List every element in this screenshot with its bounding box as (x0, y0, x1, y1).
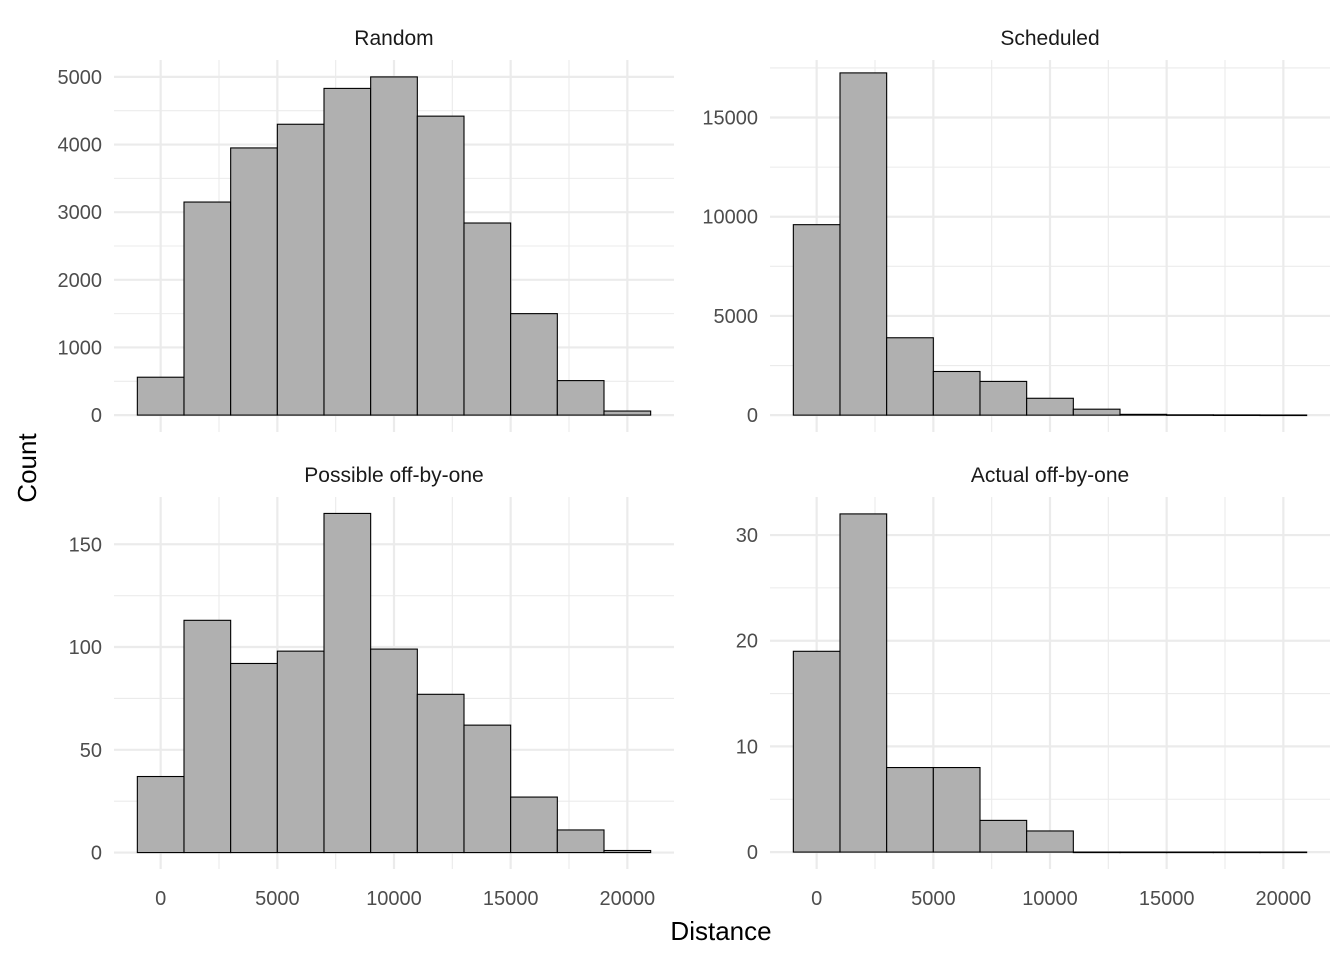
x-tick-label: 5000 (255, 888, 300, 910)
histogram-bar (1259, 414, 1308, 417)
histogram-bar (136, 775, 185, 854)
y-tick-label: 0 (91, 843, 102, 865)
histogram-bar (839, 72, 888, 416)
y-tick-label: 10000 (702, 207, 758, 229)
y-tick-label: 0 (747, 842, 758, 864)
histogram-bar (932, 766, 981, 853)
histogram-bar (276, 123, 325, 416)
histogram-bar (979, 819, 1028, 853)
facet-title: Scheduled (1000, 27, 1099, 50)
histogram-bar (932, 370, 981, 416)
y-tick-label: 15000 (702, 108, 758, 130)
facet-panel: 0 50 100 150 0 5000 10000 15000 20000 Possible of… (69, 464, 674, 910)
histogram-bar (1026, 397, 1074, 416)
histogram-bar (1166, 414, 1214, 416)
histogram-bar (323, 87, 372, 416)
histogram-bar (886, 337, 934, 416)
x-tick-label: 15000 (483, 888, 539, 910)
x-axis-title: Distance (670, 916, 771, 946)
x-tick-label: 20000 (600, 888, 656, 910)
histogram-bar (1119, 851, 1168, 854)
histogram-bar (323, 512, 372, 854)
histogram-bar (183, 619, 232, 854)
histogram-bar (1026, 830, 1074, 853)
y-tick-label: 5000 (714, 306, 759, 328)
histogram-bar (463, 222, 512, 416)
histogram-bar (136, 376, 185, 416)
histogram-bar (556, 829, 605, 854)
y-tick-label: 0 (91, 405, 102, 427)
histogram-bar (1212, 414, 1261, 416)
histogram-bar (1072, 408, 1121, 416)
histogram-bar (1072, 851, 1121, 854)
facet-panel: 0 1000 2000 3000 4000 5000 Random (58, 27, 674, 432)
facet-panel: 0 10 20 30 0 5000 10000 15000 20000 Actual off-by… (736, 464, 1330, 910)
histogram-bar (603, 849, 652, 854)
y-tick-label: 10 (736, 736, 758, 758)
facet-title: Actual off-by-one (971, 464, 1129, 487)
histogram-bar (839, 513, 888, 853)
y-tick-label: 150 (69, 534, 102, 556)
histogram-bar (370, 76, 418, 416)
histogram-bar (1259, 851, 1308, 854)
histogram-bar (463, 724, 512, 854)
x-tick-label: 15000 (1139, 888, 1195, 910)
y-tick-label: 20 (736, 631, 758, 653)
histogram-bar (183, 201, 232, 416)
y-tick-label: 4000 (58, 135, 103, 157)
y-tick-label: 2000 (58, 270, 103, 292)
y-tick-label: 1000 (58, 337, 103, 359)
histogram-bar (792, 650, 841, 853)
histogram-bar (603, 410, 652, 416)
y-tick-label: 3000 (58, 202, 103, 224)
x-tick-label: 10000 (1022, 888, 1078, 910)
y-tick-label: 100 (69, 637, 102, 659)
histogram-bar (1119, 413, 1168, 416)
histogram-bar (556, 380, 605, 416)
histogram-bar (230, 147, 278, 416)
y-axis-title: Count (12, 433, 42, 503)
facet-title: Random (354, 27, 433, 50)
histogram-bar (510, 796, 558, 854)
histogram-bar (416, 115, 465, 416)
facet-panel: 0 5000 10000 15000 Scheduled (702, 27, 1330, 432)
y-tick-label: 30 (736, 525, 758, 547)
histogram-bar (792, 224, 841, 416)
histogram-bar (510, 313, 558, 416)
histogram-bar (1166, 851, 1214, 854)
histogram-bar (886, 766, 934, 853)
x-tick-label: 5000 (911, 888, 956, 910)
histogram-bar (979, 380, 1028, 416)
y-tick-label: 50 (80, 740, 102, 762)
histogram-bar (230, 662, 278, 854)
x-tick-label: 0 (811, 888, 822, 910)
y-tick-label: 5000 (58, 67, 103, 89)
histogram-bar (1212, 851, 1261, 854)
x-tick-label: 10000 (366, 888, 422, 910)
facet-title: Possible off-by-one (304, 464, 483, 487)
histogram-bar (370, 648, 418, 854)
y-tick-label: 0 (747, 405, 758, 427)
histogram-bar (416, 693, 465, 854)
x-tick-label: 0 (155, 888, 166, 910)
histogram-bar (276, 650, 325, 854)
x-tick-label: 20000 (1256, 888, 1312, 910)
